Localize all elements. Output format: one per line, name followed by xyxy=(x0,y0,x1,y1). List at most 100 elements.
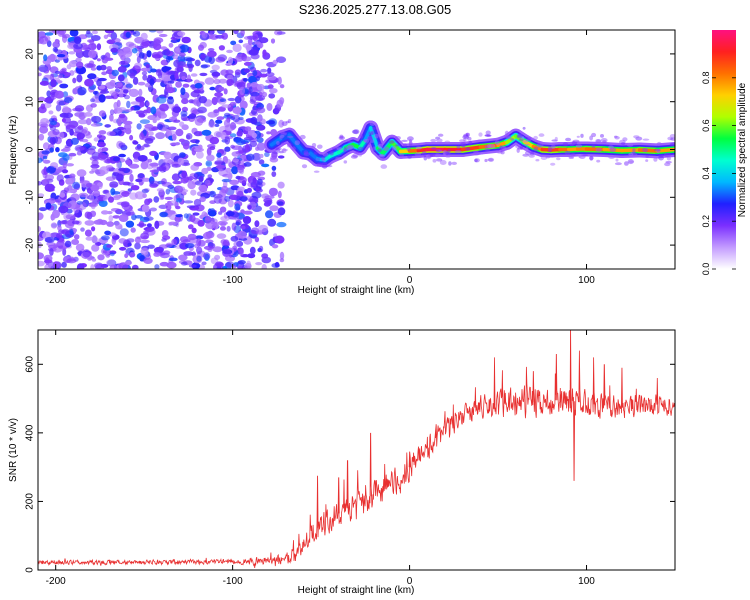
noise-cell xyxy=(39,80,50,86)
noise-cell xyxy=(137,155,148,162)
noise-cell xyxy=(168,42,174,48)
noise-cell xyxy=(112,215,121,219)
noise-cell xyxy=(118,153,126,158)
ridge-speckle xyxy=(414,152,422,157)
noise-cell xyxy=(197,144,203,150)
ridge-speckle xyxy=(575,144,583,148)
ridge-speckle xyxy=(538,133,545,137)
noise-cell xyxy=(91,226,96,232)
noise-cell xyxy=(190,189,197,196)
noise-cell xyxy=(139,239,150,244)
noise-cell xyxy=(271,171,277,178)
noise-cell xyxy=(277,201,284,206)
ridge-speckle xyxy=(536,142,544,148)
noise-cell xyxy=(181,170,188,179)
ridge-speckle xyxy=(372,146,376,151)
spectrogram-y-label: Frequency (Hz) xyxy=(8,116,19,185)
ridge-speckle xyxy=(591,132,597,138)
noise-cell xyxy=(111,69,120,77)
noise-cell xyxy=(156,96,167,104)
noise-cell xyxy=(254,41,261,45)
noise-cell xyxy=(103,190,109,194)
noise-cell xyxy=(216,233,227,239)
noise-cell xyxy=(130,106,135,111)
noise-cell xyxy=(243,68,250,74)
noise-cell xyxy=(238,150,245,154)
noise-cell xyxy=(125,220,135,228)
noise-cell xyxy=(227,172,233,180)
ridge-speckle xyxy=(301,164,308,169)
ridge-speckle xyxy=(653,157,658,162)
noise-cell xyxy=(220,69,229,76)
noise-cell xyxy=(54,198,62,203)
noise-cell xyxy=(125,159,132,166)
noise-cell xyxy=(66,258,77,264)
noise-cell xyxy=(53,243,58,249)
noise-cell xyxy=(143,235,149,240)
noise-cell xyxy=(230,235,239,242)
noise-cell xyxy=(259,118,266,125)
ridge-speckle xyxy=(600,138,608,143)
noise-cell xyxy=(141,71,148,76)
ridge-speckle xyxy=(291,146,296,151)
ridge-speckle xyxy=(540,156,548,160)
ridge-speckle xyxy=(614,136,620,140)
noise-cell xyxy=(104,95,115,100)
noise-cell xyxy=(200,64,208,69)
noise-cell xyxy=(136,223,147,227)
noise-cell xyxy=(150,68,157,73)
ridge-speckle xyxy=(533,135,538,140)
ridge-speckle xyxy=(335,156,342,160)
ridge-speckle xyxy=(550,144,556,149)
ridge-speckle xyxy=(294,140,300,146)
ridge-speckle xyxy=(350,155,358,159)
noise-cell xyxy=(142,177,151,182)
ridge-speckle xyxy=(624,161,629,166)
noise-cell xyxy=(277,190,282,199)
noise-cell xyxy=(62,34,68,44)
noise-cell xyxy=(211,64,220,71)
noise-cell xyxy=(57,80,63,84)
noise-cell xyxy=(109,90,117,95)
ridge-speckle xyxy=(451,161,458,165)
noise-cell xyxy=(218,45,225,51)
noise-cell xyxy=(139,132,145,140)
noise-cell xyxy=(266,131,271,135)
noise-cell xyxy=(207,174,213,179)
noise-cell xyxy=(226,49,233,54)
noise-cell xyxy=(129,252,136,258)
noise-cell xyxy=(113,156,120,162)
noise-cell xyxy=(196,255,202,262)
ridge-speckle xyxy=(374,133,379,139)
noise-cell xyxy=(261,163,270,168)
noise-cell xyxy=(276,56,287,63)
noise-cell xyxy=(172,106,182,113)
noise-cell xyxy=(235,221,240,226)
noise-cell xyxy=(237,230,247,239)
noise-cell xyxy=(208,120,216,128)
noise-cell xyxy=(254,236,260,243)
noise-cell xyxy=(167,126,177,131)
noise-cell xyxy=(188,64,193,72)
noise-cell xyxy=(82,249,91,258)
noise-cell xyxy=(213,78,221,85)
ridge-speckle xyxy=(343,147,347,152)
snr-panel: -200 -100 0 100 0 200 400 600 Height of straig… xyxy=(8,329,676,596)
noise-cell xyxy=(155,111,161,117)
noise-cell xyxy=(226,225,231,232)
noise-cell xyxy=(123,120,133,125)
colorbar-tick-label: 0.4 xyxy=(701,167,711,180)
ridge-speckle xyxy=(322,152,329,157)
noise-cell xyxy=(235,138,246,146)
noise-cell xyxy=(157,71,162,79)
noise-cell xyxy=(204,215,212,224)
noise-cell xyxy=(183,56,193,62)
ridge-speckle xyxy=(276,141,280,145)
noise-cell xyxy=(188,224,194,230)
ridge-segment xyxy=(620,148,642,153)
noise-cell xyxy=(106,66,112,71)
noise-cell xyxy=(160,194,165,200)
noise-cell xyxy=(249,140,258,148)
spectrogram-x-ticks: -200 -100 0 100 xyxy=(46,30,595,286)
noise-cell xyxy=(173,119,181,123)
